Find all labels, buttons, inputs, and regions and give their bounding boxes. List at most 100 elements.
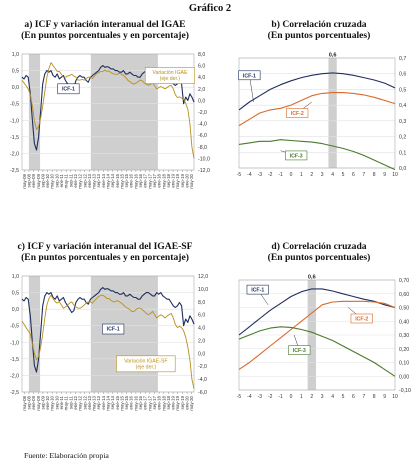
- y2-tick-label: 4,0: [198, 75, 205, 81]
- x-tick-label: ene-18: [157, 173, 162, 187]
- y2-tick-label: 0,10: [399, 361, 409, 367]
- x-tick-label: sep-19: [180, 395, 185, 409]
- chart-a: 1,0 0,5 0,0 -0,5 -1,0 -1,5 -2,0 -2,5 8,0 6,0 4,0 2,…: [10, 52, 210, 189]
- x-tick-label: ene-17: [143, 395, 148, 409]
- x-tick-label: ene-09: [31, 395, 36, 409]
- annotation-box: [57, 83, 80, 95]
- x-tick-label: 0: [290, 172, 293, 178]
- annotation-label: ICF-1: [107, 327, 120, 333]
- y2-tick-label: 12,0: [198, 274, 208, 280]
- x-tick-label: ene-11: [59, 395, 64, 409]
- annotation-box: [102, 323, 125, 335]
- y-tick-label: 0,5: [12, 69, 19, 75]
- y2-tick-label: -10,0: [198, 156, 210, 162]
- y2-tick-label: 2,0: [198, 338, 205, 344]
- y2-tick-label: 0,5: [399, 87, 406, 93]
- x-tick-label: ene-10: [45, 395, 50, 409]
- y2-tick-label: 0,40: [399, 319, 409, 325]
- x-tick-label: 8: [373, 394, 376, 400]
- y2-tick-label: -4,0: [198, 122, 207, 128]
- x-tick-label: may-12: [78, 173, 83, 188]
- series-line-ccf1: [238, 72, 396, 111]
- y2-tick-label: 0,30: [399, 333, 409, 339]
- x-tick-label: -5: [237, 394, 242, 400]
- y2-tick-label: 6,0: [198, 313, 205, 319]
- chart-c: 1,0 0,5 0,0 -0,5 -1,0 -1,5 -2,0 -2,5 12,0 10,0 8,0…: [10, 274, 208, 411]
- x-tick-label: sep-17: [152, 173, 157, 187]
- x-tick-label: 0: [290, 394, 293, 400]
- y2-tick-label: -4,0: [198, 377, 207, 383]
- annotation-label: ICF-1: [251, 288, 264, 294]
- y2-tick-label: -2,0: [198, 364, 207, 370]
- series-line-ccf3: [238, 139, 396, 171]
- annotation-label: (eje der.): [136, 364, 157, 370]
- x-tick-label: ene-12: [73, 395, 78, 409]
- x-tick-label: 10: [392, 172, 398, 178]
- x-tick-label: sep-08: [26, 395, 31, 409]
- x-tick-label: 5: [342, 394, 345, 400]
- x-tick-label: may-18: [161, 395, 166, 410]
- x-tick-label: sep-12: [82, 173, 87, 187]
- y2-tick-label: -2,0: [198, 110, 207, 116]
- y2-tick-label: -6,0: [198, 390, 207, 396]
- annotation-box: [116, 355, 176, 373]
- y2-tick-label: 10,0: [198, 287, 208, 293]
- x-tick-label: ene-14: [101, 173, 106, 187]
- x-tick-label: may-15: [119, 395, 124, 410]
- annotation-box: [246, 284, 269, 295]
- x-tick-label: may-16: [133, 395, 138, 410]
- y-tick-label: 1,0: [12, 274, 19, 280]
- x-tick-label: 8: [373, 172, 376, 178]
- x-tick-label: 4: [331, 172, 334, 178]
- y2-tick-label: -0,10: [399, 388, 411, 394]
- panel-c-subtitle-line: (En puntos porcentuales y en porcentaje): [21, 252, 189, 263]
- chart-d: 0,700,600,500,400,300,200,100,00-0,10-5-…: [237, 275, 411, 401]
- x-tick-label: sep-10: [54, 173, 59, 187]
- annotation-label: (eje der.): [160, 76, 181, 82]
- x-tick-label: may-08: [22, 173, 27, 188]
- panel-c-title-line: c) ICF y variación interanual del IGAE-S…: [17, 241, 193, 252]
- y2-tick-label: 0,20: [399, 347, 409, 353]
- y2-tick-label: 0,60: [399, 292, 409, 298]
- x-tick-label: 5: [342, 172, 345, 178]
- y-tick-label: -2,5: [10, 168, 19, 174]
- y-tick-label: 1,0: [12, 52, 19, 58]
- x-tick-label: ene-17: [143, 173, 148, 187]
- x-tick-label: may-20: [189, 395, 194, 410]
- series-line-igae: [21, 294, 195, 389]
- y2-tick-label: 4,0: [198, 326, 205, 332]
- x-tick-label: -3: [258, 172, 263, 178]
- x-tick-label: sep-08: [26, 173, 31, 187]
- x-tick-label: may-17: [147, 173, 152, 188]
- x-tick-label: ene-09: [31, 173, 36, 187]
- x-tick-label: sep-11: [68, 173, 73, 187]
- x-tick-label: sep-19: [180, 173, 185, 187]
- peak-label: 0,6: [329, 53, 337, 59]
- y2-tick-label: 0,0: [198, 98, 205, 104]
- x-tick-label: sep-18: [166, 173, 171, 187]
- annotation-label: ICF-2: [355, 317, 368, 323]
- x-tick-label: 3: [321, 394, 324, 400]
- x-tick-label: may-17: [147, 395, 152, 410]
- figure-title: Gráfico 2: [188, 3, 232, 14]
- x-tick-label: 7: [362, 394, 365, 400]
- series-line-igae: [21, 62, 195, 159]
- y-tick-label: -2,5: [10, 390, 19, 396]
- x-tick-label: 1: [300, 172, 303, 178]
- x-tick-label: may-08: [22, 395, 27, 410]
- shaded-band: [28, 276, 41, 392]
- annotation-label: ICF-1: [62, 86, 75, 92]
- series-line-ccf2: [238, 300, 396, 370]
- panel-b-subtitle-line: (En puntos porcentuales): [267, 30, 371, 41]
- x-tick-label: ene-11: [59, 173, 64, 187]
- x-tick-label: -5: [237, 172, 242, 178]
- y2-tick-label: -8,0: [198, 145, 207, 151]
- y2-tick-label: 0,7: [399, 56, 406, 62]
- peak-label: 0,6: [308, 275, 316, 281]
- y-tick-label: 0,5: [12, 291, 19, 297]
- x-tick-label: ene-19: [171, 173, 176, 187]
- annotation-label: ICF-1: [243, 73, 256, 79]
- shaded-band: [28, 54, 41, 170]
- x-tick-label: 1: [300, 394, 303, 400]
- shaded-band: [328, 58, 337, 168]
